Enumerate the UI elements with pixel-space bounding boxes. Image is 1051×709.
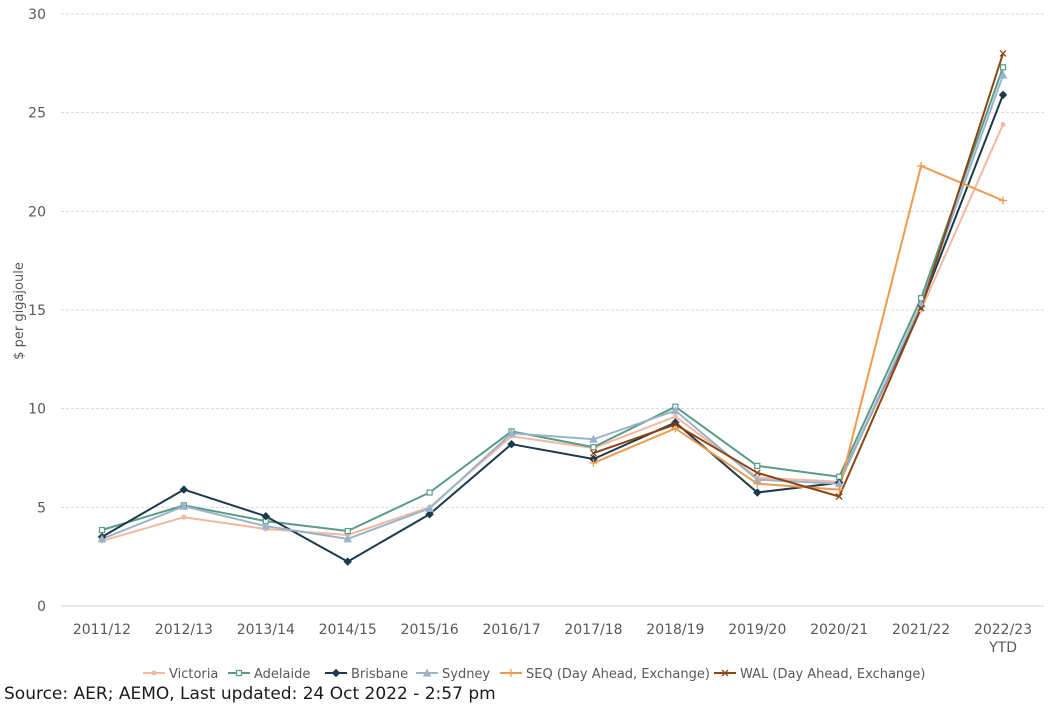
legend-label: SEQ (Day Ahead, Exchange) <box>526 667 710 682</box>
x-tick-label: 2016/17 <box>482 622 540 638</box>
series-line-brisbane <box>101 94 1004 563</box>
legend-item: Adelaide <box>228 667 310 682</box>
legend-item: SEQ (Day Ahead, Exchange) <box>500 667 710 682</box>
data-point <box>998 70 1008 79</box>
data-point <box>1000 122 1006 128</box>
data-point <box>589 458 598 467</box>
legend-label: Brisbane <box>351 667 408 682</box>
data-point <box>999 50 1007 57</box>
y-tick-label: 30 <box>28 7 46 23</box>
data-point <box>835 485 844 494</box>
x-tick-label: 2011/12 <box>73 622 131 638</box>
legend-item: WAL (Day Ahead, Exchange) <box>714 667 926 682</box>
data-point <box>998 90 1008 100</box>
legend-marker <box>235 669 243 677</box>
y-tick-label: 0 <box>37 599 46 615</box>
y-tick-label: 5 <box>37 500 46 516</box>
x-tick-label: 2012/13 <box>155 622 213 638</box>
y-tick-label: 15 <box>28 303 46 319</box>
legend-label: Adelaide <box>254 667 310 682</box>
series-line-seq-day-ahead-exchange- <box>593 164 1004 491</box>
data-point <box>671 424 680 433</box>
data-point <box>425 510 434 519</box>
legend-item: Sydney <box>416 667 490 682</box>
series-markers <box>97 50 1008 566</box>
data-point <box>999 196 1008 205</box>
x-tick-label: 2019/20 <box>728 622 786 638</box>
data-point <box>261 512 270 521</box>
data-point <box>917 161 926 170</box>
data-point <box>344 527 351 535</box>
data-point <box>97 534 107 543</box>
data-point <box>672 414 678 420</box>
data-point <box>589 434 598 443</box>
series-line-wal-day-ahead-exchange- <box>593 53 1004 498</box>
gridlines <box>61 13 1044 607</box>
legend: Victoria Adelaide Brisbane Sydney SEQ (Day A… <box>143 667 926 682</box>
series-line-adelaide <box>101 66 1004 532</box>
legend-item: Victoria <box>143 667 218 682</box>
data-point <box>343 534 353 543</box>
legend-label: Victoria <box>169 667 218 682</box>
source-note: Source: AER; AEMO, Last updated: 24 Oct … <box>4 684 496 704</box>
data-point <box>671 420 679 428</box>
data-point <box>754 462 761 469</box>
data-point <box>753 479 762 488</box>
data-point <box>179 485 189 494</box>
legend-marker <box>721 669 729 677</box>
x-tick-label: 2013/14 <box>237 622 295 638</box>
x-tick-label: 2018/19 <box>646 622 704 638</box>
data-point <box>426 489 433 496</box>
data-point <box>671 406 680 415</box>
y-axis-label: $ per gigajoule <box>12 262 27 360</box>
data-point <box>753 469 761 477</box>
x-tick-labels: 2011/12 2012/13 2013/14 2014/15 2015/16 2016/… <box>73 622 1032 656</box>
data-point <box>98 526 106 534</box>
data-point <box>425 503 434 512</box>
data-point <box>179 501 189 510</box>
legend-label: WAL (Day Ahead, Exchange) <box>740 667 926 682</box>
y-tick-labels: 0 5 10 15 20 25 30 <box>28 7 46 615</box>
data-point <box>507 428 516 437</box>
legend-item: Brisbane <box>325 667 408 682</box>
x-tick-label: 2014/15 <box>319 622 377 638</box>
x-tick-label: 2020/21 <box>810 622 868 638</box>
legend-marker <box>507 669 515 677</box>
x-tick-label: 2017/18 <box>564 622 622 638</box>
x-tick-label: 2021/22 <box>892 622 950 638</box>
data-point <box>261 521 271 530</box>
data-point <box>343 557 352 566</box>
data-point <box>181 514 187 520</box>
data-point <box>917 304 925 312</box>
series-line-sydney <box>101 74 1004 540</box>
data-point <box>835 493 843 500</box>
series-line-victoria <box>101 124 1004 542</box>
series-lines <box>101 53 1004 563</box>
x-tick-label: 2015/16 <box>401 622 459 638</box>
legend-marker <box>331 668 341 678</box>
y-tick-label: 10 <box>28 402 46 418</box>
data-point <box>999 64 1007 71</box>
legend-marker <box>422 668 432 677</box>
data-point <box>590 444 597 451</box>
legend-label: Sydney <box>442 667 490 682</box>
x-tick-label: 2022/23 YTD <box>974 622 1032 656</box>
data-point <box>589 449 597 457</box>
data-point <box>507 439 516 449</box>
y-tick-label: 20 <box>28 204 46 220</box>
data-point <box>753 488 762 497</box>
legend-marker <box>151 670 157 676</box>
y-tick-label: 25 <box>28 106 46 122</box>
